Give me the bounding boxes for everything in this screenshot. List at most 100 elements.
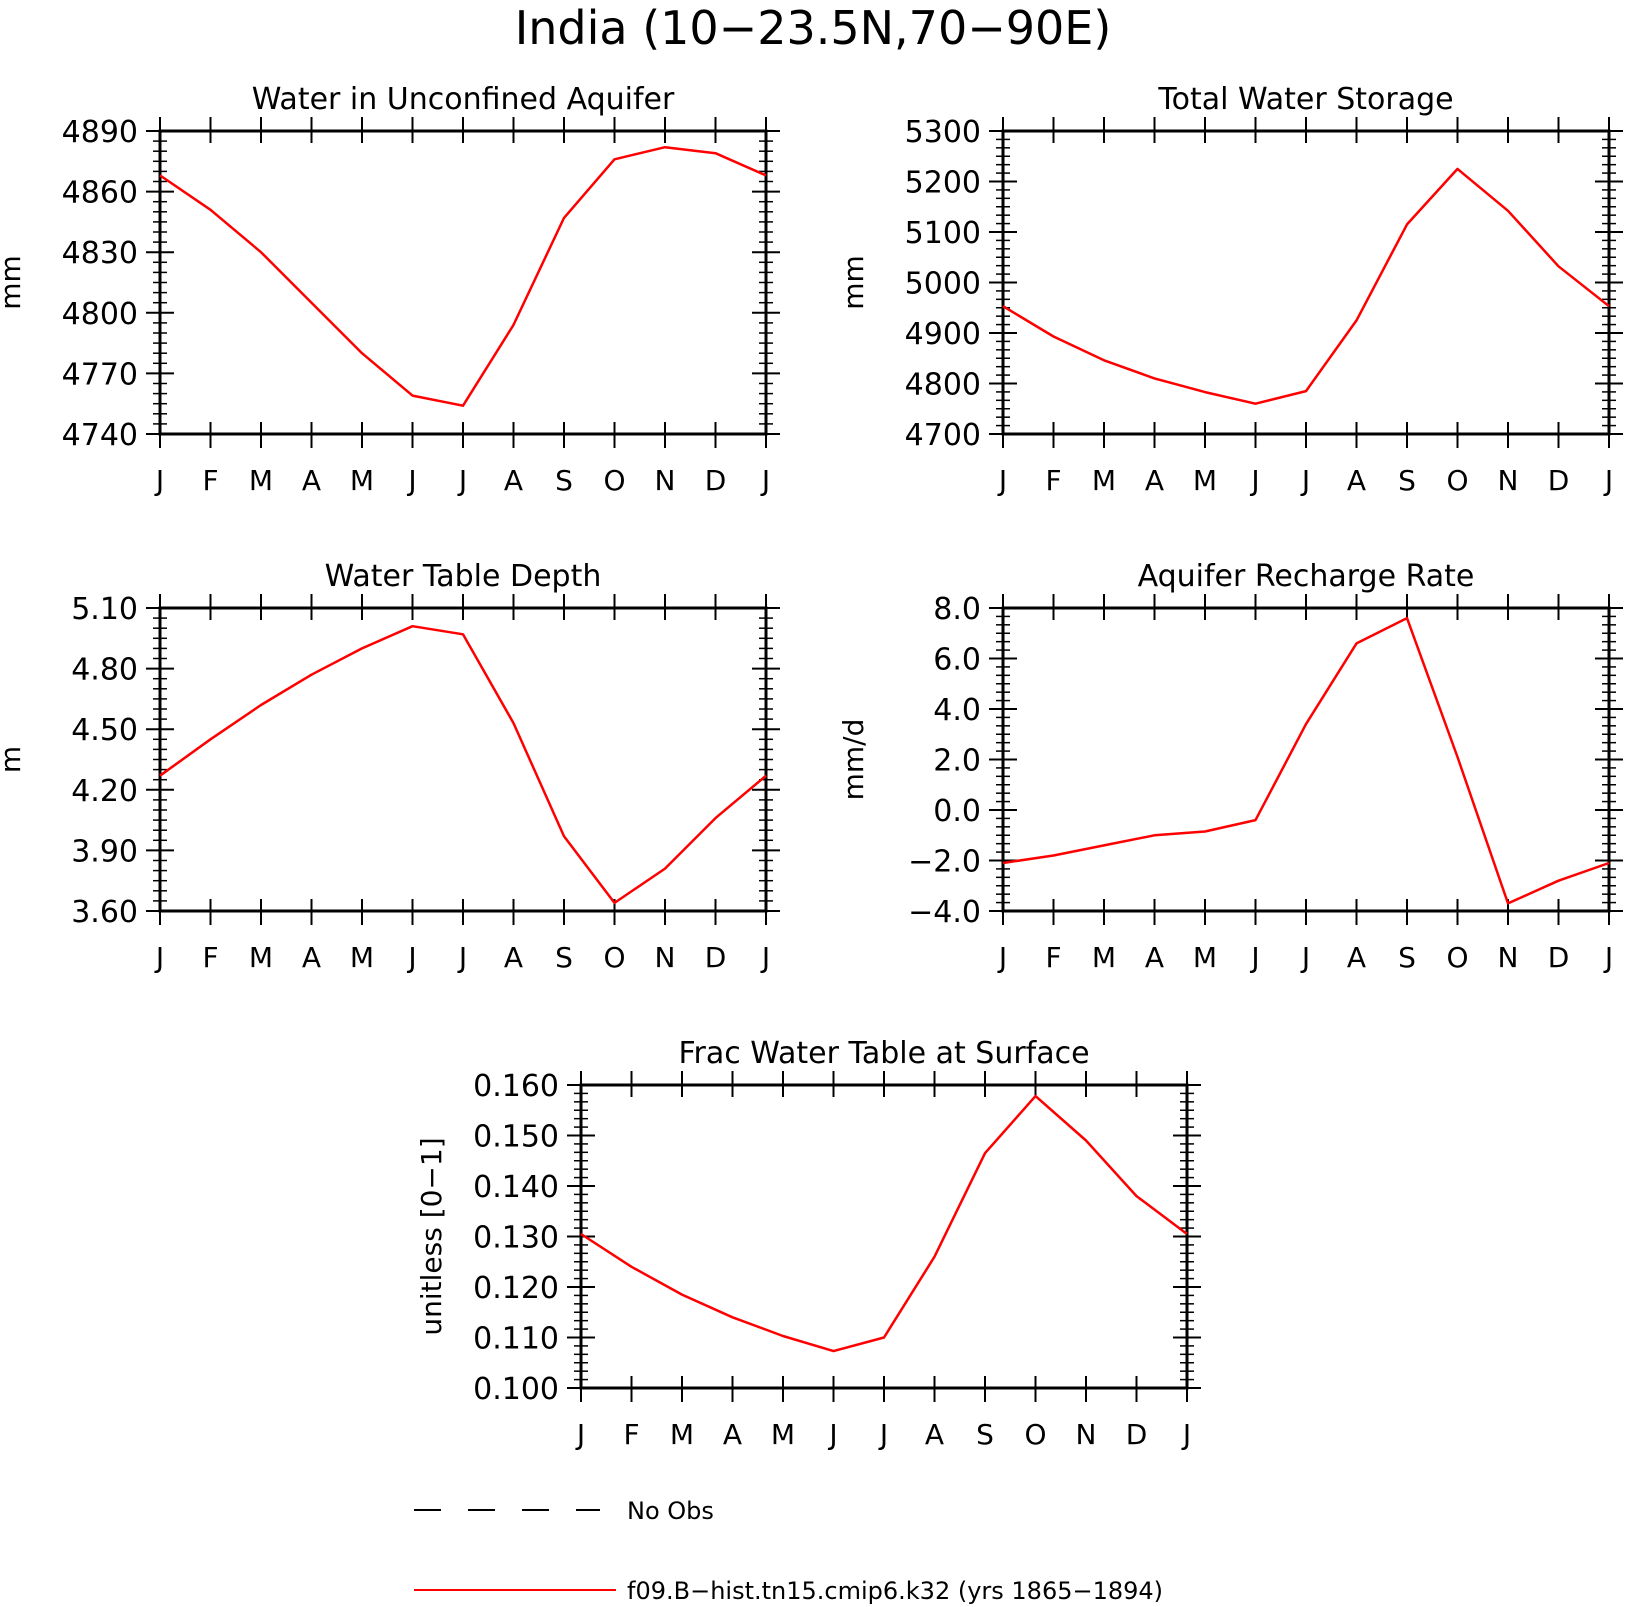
x-tick-label: M (1193, 464, 1217, 497)
y-tick-label: 4800 (905, 368, 981, 403)
y-tick-label: 0.110 (473, 1322, 559, 1357)
x-tick-label: J (1300, 941, 1310, 974)
panel-water-table-depth: 3.603.904.204.504.805.10J F M A M J J A S O N D JWat… (0, 559, 780, 974)
y-tick-label: 4900 (905, 317, 981, 352)
y-axis-label: mm (837, 255, 870, 310)
y-tick-label: 8.0 (933, 592, 981, 627)
x-tick-label: J (154, 464, 164, 497)
series-line (1002, 167, 1610, 405)
x-tick-label: A (504, 464, 523, 497)
y-tick-label: 5200 (905, 166, 981, 201)
y-tick-label: 4.50 (71, 713, 138, 748)
x-tick-label: A (504, 941, 523, 974)
x-tick-label: J (457, 464, 467, 497)
series-line (159, 624, 767, 905)
x-tick-label: S (976, 1418, 994, 1451)
x-tick-label: J (1249, 941, 1259, 974)
y-tick-label: 4770 (62, 357, 138, 392)
x-tick-label: M (350, 464, 374, 497)
y-tick-label: 3.60 (71, 895, 138, 930)
series-line (580, 1094, 1188, 1353)
x-tick-label: O (603, 464, 625, 497)
x-tick-label: S (1398, 464, 1416, 497)
x-tick-label: M (1193, 941, 1217, 974)
x-tick-label: A (1347, 464, 1366, 497)
plot-frame (158, 606, 768, 913)
y-tick-label: 5300 (905, 115, 981, 150)
x-tick-label: M (350, 941, 374, 974)
x-tick-label: A (1347, 941, 1366, 974)
y-tick-label: 4.80 (71, 653, 138, 688)
x-tick-label: O (1024, 1418, 1046, 1451)
x-tick-label: J (1181, 1418, 1191, 1451)
plot-frame (158, 129, 768, 436)
plot-frame (1001, 606, 1611, 913)
x-tick-label: J (760, 464, 770, 497)
x-tick-label: J (1249, 464, 1259, 497)
x-tick-label: O (1446, 941, 1468, 974)
x-tick-label: F (202, 941, 218, 974)
panel-title: Aquifer Recharge Rate (1138, 559, 1475, 594)
y-tick-label: 0.100 (473, 1372, 559, 1407)
y-tick-label: 0.120 (473, 1271, 559, 1306)
y-tick-label: 4890 (62, 115, 138, 150)
x-tick-label: O (1446, 464, 1468, 497)
x-tick-label: S (555, 464, 573, 497)
y-tick-label: 2.0 (933, 744, 981, 779)
y-tick-label: 5100 (905, 216, 981, 251)
legend-label-no-obs: No Obs (627, 1497, 714, 1525)
y-tick-label: 0.140 (473, 1170, 559, 1205)
y-tick-label: 0.160 (473, 1069, 559, 1104)
plot-frame (1001, 129, 1611, 436)
x-tick-label: S (1398, 941, 1416, 974)
x-tick-label: D (705, 941, 727, 974)
panel-title: Total Water Storage (1157, 82, 1453, 117)
x-tick-label: A (925, 1418, 944, 1451)
x-tick-label: M (249, 941, 273, 974)
y-tick-label: 4740 (62, 418, 138, 453)
y-tick-label: 3.90 (71, 834, 138, 869)
x-tick-label: J (878, 1418, 888, 1451)
x-tick-label: D (1126, 1418, 1148, 1451)
y-tick-label: 4.20 (71, 774, 138, 809)
panel-aquifer-recharge-rate: −4.0−2.00.02.04.06.08.0J F M A M J J A S O N D JAqui… (837, 559, 1623, 974)
x-tick-label: A (1145, 464, 1164, 497)
x-tick-label: J (575, 1418, 585, 1451)
y-tick-label: 4860 (62, 176, 138, 211)
y-tick-label: 5.10 (71, 592, 138, 627)
x-tick-label: J (457, 941, 467, 974)
panel-title: Frac Water Table at Surface (678, 1036, 1089, 1071)
y-tick-label: 6.0 (933, 643, 981, 678)
x-tick-label: N (1498, 941, 1519, 974)
y-tick-label: 4700 (905, 418, 981, 453)
x-tick-label: J (1603, 941, 1613, 974)
x-tick-label: O (603, 941, 625, 974)
x-tick-label: J (997, 464, 1007, 497)
y-tick-label: 0.130 (473, 1221, 559, 1256)
x-tick-label: A (302, 941, 321, 974)
x-tick-label: F (623, 1418, 639, 1451)
x-tick-label: J (154, 941, 164, 974)
y-tick-label: 4.0 (933, 693, 981, 728)
y-axis-label: mm (0, 255, 27, 310)
x-tick-label: J (1300, 464, 1310, 497)
y-axis-label: m (0, 746, 27, 773)
x-tick-label: N (655, 464, 676, 497)
y-tick-label: 0.150 (473, 1120, 559, 1155)
y-tick-label: −4.0 (908, 895, 981, 930)
y-axis-label: mm/d (837, 719, 870, 801)
x-tick-label: A (1145, 941, 1164, 974)
x-tick-label: J (997, 941, 1007, 974)
x-tick-label: M (1092, 941, 1116, 974)
x-tick-label: N (655, 941, 676, 974)
x-tick-label: J (406, 941, 416, 974)
panel-title: Water in Unconfined Aquifer (252, 82, 675, 117)
x-tick-label: A (302, 464, 321, 497)
x-tick-label: M (1092, 464, 1116, 497)
x-tick-label: N (1076, 1418, 1097, 1451)
y-tick-label: 0.0 (933, 794, 981, 829)
